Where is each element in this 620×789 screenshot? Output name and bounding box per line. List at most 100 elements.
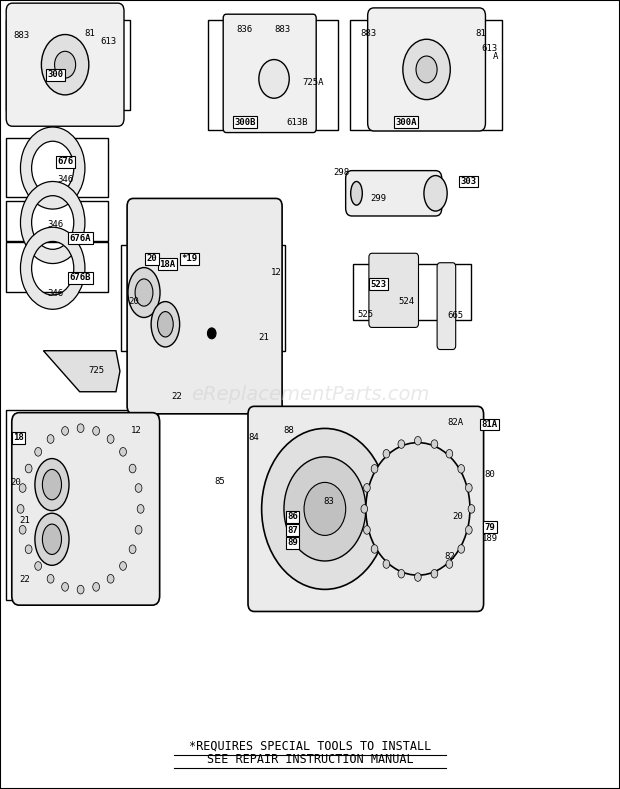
Text: 12: 12 (270, 267, 281, 277)
Circle shape (25, 464, 32, 473)
Text: 80: 80 (484, 470, 495, 480)
Text: 300A: 300A (396, 118, 417, 127)
Bar (282, 501, 319, 556)
Circle shape (35, 562, 42, 570)
Text: A: A (494, 52, 498, 62)
Circle shape (383, 559, 390, 568)
Text: 346: 346 (48, 219, 64, 229)
Text: 613: 613 (100, 36, 117, 46)
Circle shape (17, 505, 24, 514)
Text: 298: 298 (333, 167, 349, 177)
Circle shape (208, 328, 216, 338)
Text: eReplacementParts.com: eReplacementParts.com (191, 385, 429, 404)
Polygon shape (43, 351, 120, 391)
Circle shape (25, 545, 32, 554)
Text: 81A: 81A (482, 420, 498, 429)
Circle shape (120, 562, 126, 570)
Circle shape (47, 435, 54, 443)
Circle shape (446, 450, 453, 458)
Bar (6, 20, 130, 110)
Circle shape (120, 447, 126, 456)
Text: 300: 300 (48, 70, 64, 80)
Ellipse shape (128, 267, 160, 317)
Text: 883: 883 (274, 24, 290, 34)
Text: 81: 81 (84, 28, 95, 38)
Circle shape (129, 464, 136, 473)
Ellipse shape (351, 181, 362, 205)
Text: 79: 79 (484, 522, 495, 532)
Circle shape (35, 447, 42, 456)
Text: 725A: 725A (303, 78, 324, 88)
Circle shape (416, 56, 437, 83)
Text: 20: 20 (10, 478, 21, 488)
FancyBboxPatch shape (6, 3, 124, 126)
Text: 303: 303 (460, 177, 476, 186)
Text: 81: 81 (475, 28, 486, 38)
Text: 22: 22 (171, 391, 182, 401)
Circle shape (466, 484, 472, 492)
Circle shape (371, 465, 378, 473)
Circle shape (61, 582, 68, 591)
Ellipse shape (151, 301, 180, 347)
Circle shape (361, 505, 368, 513)
Circle shape (371, 544, 378, 553)
Circle shape (366, 443, 470, 575)
Text: 21: 21 (258, 333, 269, 342)
Text: 20: 20 (452, 512, 463, 522)
Circle shape (107, 435, 114, 443)
Bar (121, 245, 285, 351)
Text: 676: 676 (57, 157, 73, 166)
Text: 523: 523 (370, 279, 386, 289)
Circle shape (363, 484, 370, 492)
Text: 524: 524 (398, 297, 414, 306)
Circle shape (129, 545, 136, 554)
Text: 299: 299 (370, 194, 386, 204)
Bar (6, 242, 108, 292)
Bar (208, 20, 338, 130)
Text: 725: 725 (88, 366, 104, 376)
Text: 665: 665 (448, 311, 464, 320)
Circle shape (19, 525, 26, 534)
Circle shape (284, 457, 366, 561)
FancyBboxPatch shape (346, 170, 441, 216)
FancyBboxPatch shape (223, 14, 316, 133)
FancyBboxPatch shape (248, 406, 484, 611)
Text: 89: 89 (287, 538, 298, 548)
Ellipse shape (35, 514, 69, 565)
Circle shape (458, 465, 464, 473)
Text: 82A: 82A (448, 417, 464, 427)
Text: 20: 20 (128, 297, 139, 306)
Circle shape (135, 525, 142, 534)
Circle shape (93, 427, 100, 436)
Circle shape (446, 559, 453, 568)
Text: 346: 346 (48, 289, 64, 298)
Circle shape (61, 427, 68, 436)
Circle shape (383, 450, 390, 458)
Bar (6, 410, 158, 600)
Text: 300B: 300B (234, 118, 255, 127)
Text: 82: 82 (444, 552, 455, 561)
Circle shape (431, 439, 438, 448)
Text: 85: 85 (215, 477, 226, 486)
Text: 18: 18 (13, 433, 24, 443)
Text: 346: 346 (57, 174, 73, 184)
Text: 613: 613 (482, 44, 498, 54)
Circle shape (107, 574, 114, 583)
Text: 18A: 18A (159, 260, 175, 269)
Circle shape (78, 424, 84, 432)
Text: 21: 21 (19, 516, 30, 525)
Circle shape (458, 544, 464, 553)
Circle shape (304, 482, 346, 536)
Circle shape (415, 436, 421, 445)
FancyBboxPatch shape (437, 263, 456, 350)
Text: SEE REPAIR INSTRUCTION MANUAL: SEE REPAIR INSTRUCTION MANUAL (206, 753, 414, 765)
Bar (350, 20, 502, 130)
Circle shape (262, 428, 388, 589)
Text: 613B: 613B (287, 118, 308, 127)
Text: 676A: 676A (70, 234, 91, 243)
FancyBboxPatch shape (127, 199, 282, 414)
Text: 12: 12 (131, 425, 142, 435)
Circle shape (403, 39, 450, 99)
Text: 86: 86 (287, 512, 298, 522)
Circle shape (431, 570, 438, 578)
